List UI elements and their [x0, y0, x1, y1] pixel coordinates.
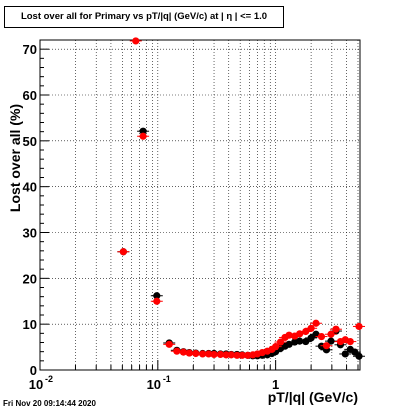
data-point: [276, 338, 285, 346]
grid: [40, 40, 360, 370]
data-point: [185, 349, 193, 357]
data-point: [132, 37, 140, 45]
data-point: [346, 337, 354, 346]
x-tick-exponent: -1: [163, 374, 171, 384]
data-point: [296, 337, 304, 345]
data-point: [153, 292, 161, 300]
y-tick-label: 50: [23, 134, 37, 149]
data-point: [210, 350, 218, 359]
y-tick-label: 40: [23, 180, 37, 195]
x-axis-title: pT/|q| (GeV/c): [268, 389, 358, 405]
y-tick-label: 0: [30, 363, 37, 378]
chart-title: Lost over all for Primary vs pT/|q| (GeV…: [4, 6, 284, 28]
data-point: [327, 337, 335, 345]
data-point: [332, 325, 340, 333]
data-point: [199, 350, 207, 358]
data-point: [139, 132, 147, 140]
axis-ticks: [39, 48, 359, 371]
data-point: [192, 349, 200, 358]
y-tick-label: 20: [23, 271, 37, 286]
x-tick-exponent: -2: [45, 374, 53, 384]
data-point: [302, 337, 310, 346]
data-point: [327, 330, 335, 338]
data-point: [312, 319, 320, 327]
data-series: [117, 37, 366, 360]
timestamp: Fri Nov 20 09:14:44 2020: [3, 399, 96, 408]
x-tick-label: 10: [147, 377, 161, 392]
y-tick-label: 30: [23, 226, 37, 241]
data-point: [302, 327, 310, 336]
data-point: [119, 248, 127, 256]
x-tick-label: 10: [29, 377, 43, 392]
y-tick-label: 70: [23, 42, 37, 57]
data-point: [153, 297, 161, 305]
data-point: [272, 343, 280, 351]
data-point: [355, 322, 363, 331]
data-point: [139, 127, 147, 135]
data-point: [165, 340, 173, 348]
data-point: [341, 350, 349, 358]
x-tick-label: 1: [272, 377, 279, 392]
data-point: [285, 331, 293, 339]
series-1: [117, 37, 366, 359]
data-point: [179, 348, 188, 356]
data-point: [322, 342, 331, 350]
data-point: [317, 332, 326, 341]
plot-frame: [39, 39, 361, 371]
y-axis-title: Lost over all (%): [7, 104, 23, 212]
series-0: [117, 127, 366, 360]
data-point: [307, 324, 315, 332]
y-tick-label: 60: [23, 88, 37, 103]
y-tick-label: 10: [23, 317, 37, 332]
data-point: [173, 347, 181, 355]
data-point: [355, 352, 363, 360]
